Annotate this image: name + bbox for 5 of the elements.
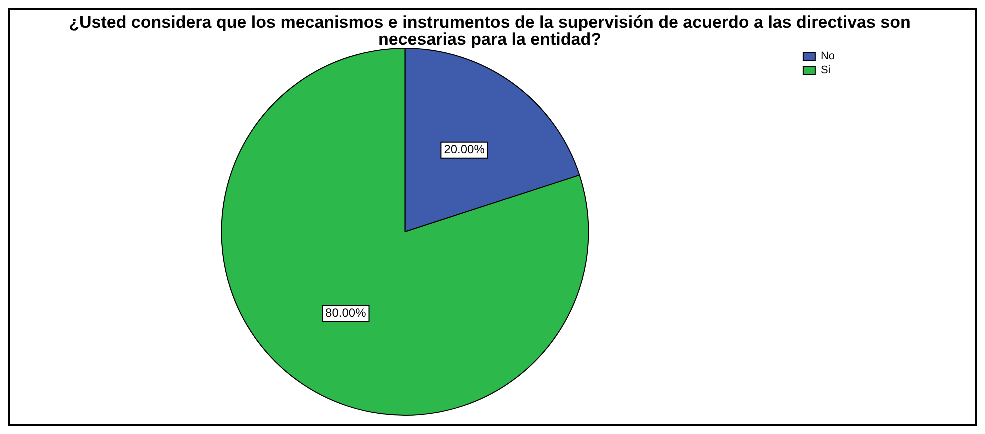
data-label: 20.00% <box>444 142 486 157</box>
data-label: 80.00% <box>326 306 367 320</box>
legend-label: Si <box>820 64 831 77</box>
legend-label: No <box>820 50 835 63</box>
chart-title: ¿Usted considera que los mecanismos e instrumentos de la supervisión de acuerdo a las directivas son necesarias para la entidad? <box>68 13 912 49</box>
